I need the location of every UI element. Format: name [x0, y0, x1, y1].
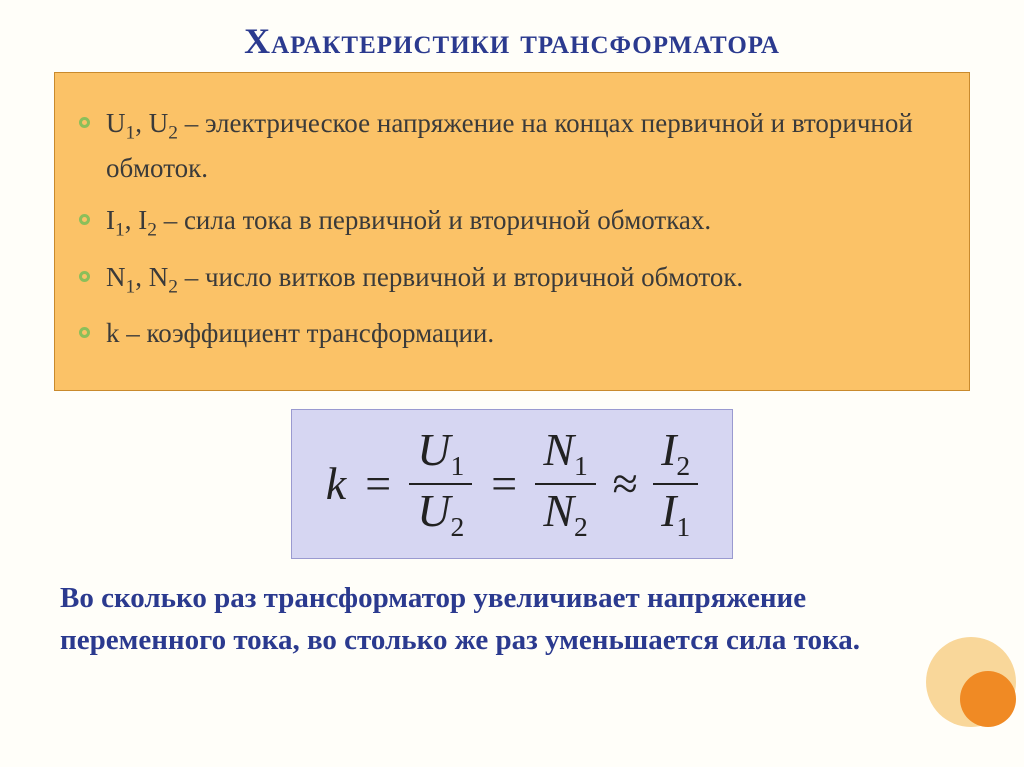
list-item: N1, N2 – число витков первичной и вторич…: [79, 257, 945, 302]
slide: Характеристики трансформатора U1, U2 – э…: [0, 0, 1024, 767]
summary-text: Во сколько раз трансформатор увеличивает…: [60, 577, 964, 661]
decorative-circle-inner: [960, 671, 1016, 727]
definition-u: U1, U2 – электрическое напряжение на кон…: [106, 103, 945, 188]
bullet-icon: [79, 271, 90, 282]
bullet-icon: [79, 117, 90, 128]
bullet-icon: [79, 214, 90, 225]
equals-sign: =: [488, 457, 519, 510]
list-item: k – коэффициент трансформации.: [79, 313, 945, 354]
formula-row: k = U1 U2 = N1 N2 ≈ I2 I1: [50, 409, 974, 559]
bullet-icon: [79, 327, 90, 338]
equals-sign: =: [362, 457, 393, 510]
definition-i: I1, I2 – сила тока в первичной и вторичн…: [106, 200, 711, 245]
fraction-u: U1 U2: [409, 426, 472, 542]
list-item: U1, U2 – электрическое напряжение на кон…: [79, 103, 945, 188]
definition-n: N1, N2 – число витков первичной и вторич…: [106, 257, 743, 302]
fraction-i: I2 I1: [653, 426, 698, 542]
list-item: I1, I2 – сила тока в первичной и вторичн…: [79, 200, 945, 245]
slide-title: Характеристики трансформатора: [50, 20, 974, 62]
fraction-n: N1 N2: [535, 426, 595, 542]
approx-sign: ≈: [612, 457, 637, 510]
definition-k: k – коэффициент трансформации.: [106, 313, 494, 354]
formula-box: k = U1 U2 = N1 N2 ≈ I2 I1: [291, 409, 733, 559]
formula-k: k: [326, 457, 346, 510]
definitions-box: U1, U2 – электрическое напряжение на кон…: [54, 72, 970, 391]
